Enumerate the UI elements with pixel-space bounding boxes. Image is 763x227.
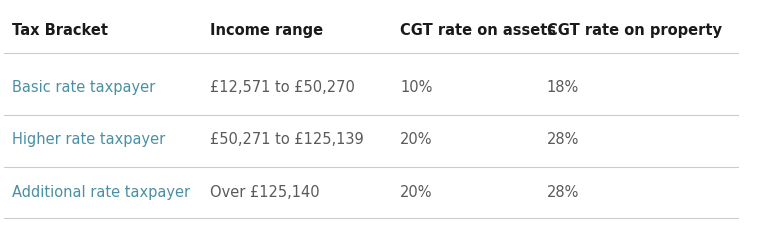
Text: 10%: 10% [401, 80, 433, 95]
Text: 28%: 28% [547, 132, 579, 147]
Text: Over £125,140: Over £125,140 [210, 185, 319, 200]
Text: 18%: 18% [547, 80, 579, 95]
Text: 28%: 28% [547, 185, 579, 200]
Text: Basic rate taxpayer: Basic rate taxpayer [11, 80, 155, 95]
Text: £50,271 to £125,139: £50,271 to £125,139 [210, 132, 363, 147]
Text: 20%: 20% [401, 132, 433, 147]
Text: Higher rate taxpayer: Higher rate taxpayer [11, 132, 165, 147]
Text: 20%: 20% [401, 185, 433, 200]
Text: Income range: Income range [210, 23, 323, 38]
Text: £12,571 to £50,270: £12,571 to £50,270 [210, 80, 354, 95]
Text: Tax Bracket: Tax Bracket [11, 23, 108, 38]
Text: CGT rate on property: CGT rate on property [547, 23, 722, 38]
Text: Additional rate taxpayer: Additional rate taxpayer [11, 185, 190, 200]
Text: CGT rate on assets: CGT rate on assets [401, 23, 556, 38]
